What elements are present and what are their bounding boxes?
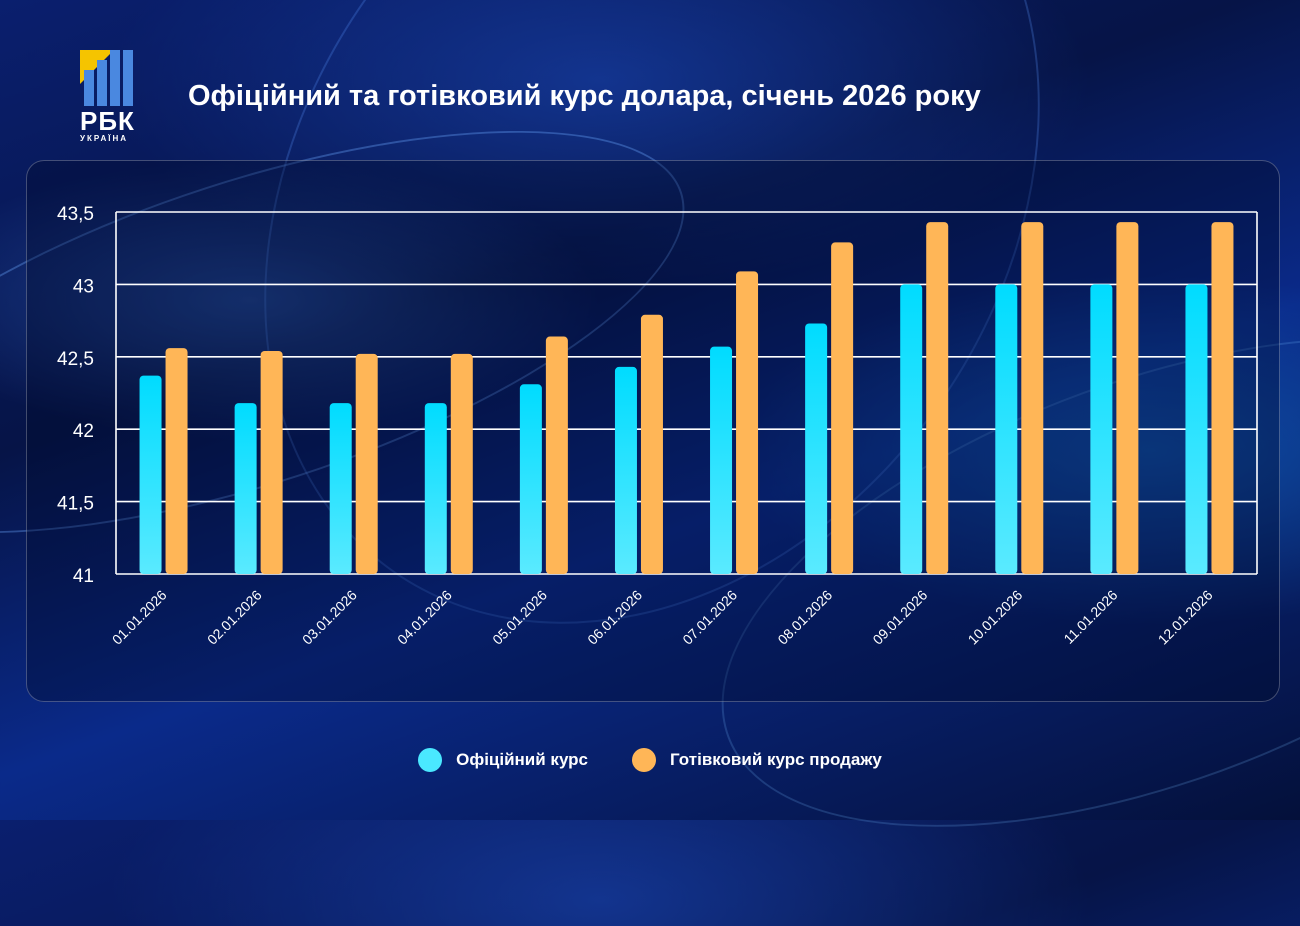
legend-label: Офіційний курс (456, 750, 589, 769)
bar-cash (545, 336, 568, 574)
bar-cash (1116, 222, 1139, 575)
legend-item-cash: Готівковий курс продажу (632, 748, 882, 772)
y-tick-label: 41,5 (57, 494, 94, 515)
chart-title: Офіційний та готівковий курс долара, січ… (188, 80, 981, 112)
x-tick-label: 03.01.2026 (299, 587, 360, 648)
bar-official (1185, 284, 1208, 574)
x-tick-label: 04.01.2026 (394, 587, 455, 648)
x-tick-label: 12.01.2026 (1155, 587, 1216, 648)
bar-cash (831, 242, 854, 574)
x-tick-label: 01.01.2026 (109, 587, 170, 648)
rbk-logo: РБК УКРАЇНА (80, 50, 140, 143)
bar-cash (165, 348, 188, 574)
x-tick-label: 07.01.2026 (679, 587, 740, 648)
bar-official (900, 284, 923, 574)
x-tick-label: 10.01.2026 (965, 587, 1026, 648)
logo-subtext: УКРАЇНА (80, 134, 129, 143)
bar-official (1090, 284, 1113, 574)
bar-cash (640, 314, 663, 574)
bar-official (329, 403, 352, 574)
bar-chart: 41 41,5 42 42,5 43 43,5 01.01.2026 02.01.2026 03… (57, 204, 1234, 648)
bar-cash (1211, 222, 1234, 575)
x-tick-label: 05.01.2026 (489, 587, 550, 648)
bar-official (139, 375, 162, 574)
bar-official (424, 403, 447, 574)
legend-label: Готівковий курс продажу (670, 750, 882, 769)
bar-official (710, 346, 733, 574)
bar-cash (926, 222, 949, 575)
bar-cash (1021, 222, 1044, 575)
logo-text: РБК (80, 106, 135, 136)
bar-cash (450, 353, 473, 574)
y-tick-label: 42,5 (57, 349, 94, 370)
legend: Офіційний курс Готівковий курс продажу (0, 748, 1300, 772)
x-tick-label: 06.01.2026 (584, 587, 645, 648)
logo-mark-icon (80, 50, 133, 106)
bar-official (234, 403, 257, 574)
legend-item-official: Офіційний курс (418, 748, 588, 772)
x-tick-label: 09.01.2026 (869, 587, 930, 648)
bar-official (614, 366, 637, 574)
legend-dot-orange (632, 748, 657, 772)
y-tick-label: 43,5 (57, 204, 94, 225)
y-tick-label: 41 (73, 566, 94, 587)
bar-official (995, 284, 1018, 574)
x-tick-label: 08.01.2026 (774, 587, 835, 648)
y-tick-label: 43 (73, 276, 94, 297)
legend-dot-cyan (418, 748, 443, 772)
x-tick-label: 02.01.2026 (204, 587, 265, 648)
bar-cash (355, 353, 378, 574)
x-tick-label: 11.01.2026 (1060, 587, 1120, 647)
bar-official (805, 323, 828, 574)
bar-cash (736, 271, 759, 574)
bar-official (519, 384, 542, 574)
y-tick-label: 42 (73, 421, 94, 442)
bar-cash (260, 351, 283, 574)
